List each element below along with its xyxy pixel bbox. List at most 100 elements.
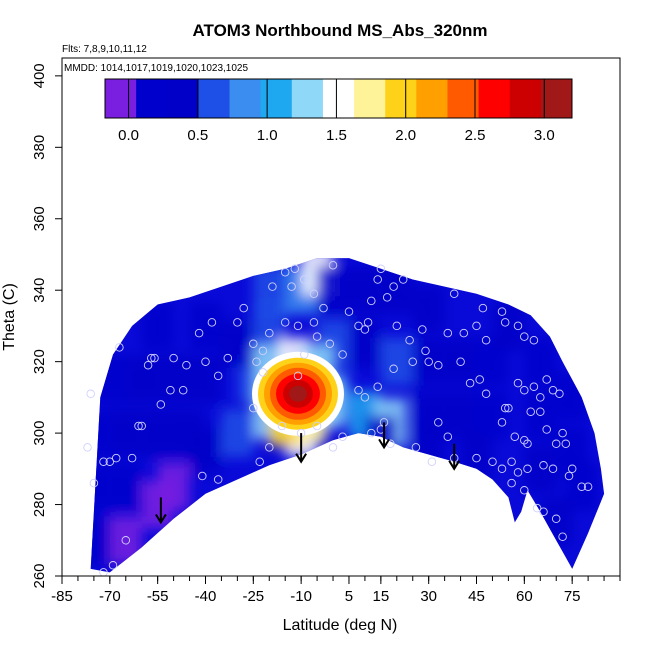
observation-point xyxy=(105,457,115,466)
observation-point xyxy=(255,457,264,466)
observation-point xyxy=(536,393,545,402)
observation-point xyxy=(363,318,373,327)
observation-point xyxy=(108,561,118,570)
observation-point xyxy=(280,268,290,277)
observation-point xyxy=(408,357,417,366)
observation-point xyxy=(434,360,443,370)
observation-point xyxy=(344,307,354,316)
heatmap-cell xyxy=(524,444,557,493)
observation-point xyxy=(449,289,459,299)
y-tick-label: 400 xyxy=(31,63,48,88)
observation-point xyxy=(513,321,523,331)
heatmap-cell xyxy=(125,355,158,404)
colorbar-swatch xyxy=(105,79,137,118)
observation-point xyxy=(127,453,137,463)
hotspot-layer xyxy=(252,351,344,436)
observation-point xyxy=(293,371,303,381)
observation-point xyxy=(277,421,287,431)
observation-point xyxy=(213,371,223,381)
observation-point xyxy=(233,318,242,327)
x-tick-label: 5 xyxy=(345,588,353,605)
heatmap-cell xyxy=(380,337,413,386)
observation-point xyxy=(577,482,586,491)
observation-point xyxy=(99,457,108,466)
observation-point xyxy=(456,357,465,366)
flights-annotation: Flts: 7,8,9,10,11,12 xyxy=(62,44,147,55)
observation-point xyxy=(536,407,545,416)
observation-point xyxy=(354,385,363,395)
heatmap-cell xyxy=(460,434,493,483)
observation-point xyxy=(360,393,370,402)
observation-point xyxy=(555,389,564,399)
y-axis-label: Theta (C) xyxy=(1,283,18,351)
observation-point xyxy=(111,453,121,463)
heatmap-cell xyxy=(109,409,142,458)
colorbar: 0.0 0.5 1.0 1.5 2.0 2.5 3.0 xyxy=(104,78,573,144)
observation-point xyxy=(328,260,338,270)
heatmap-cell xyxy=(444,337,477,386)
observation-point xyxy=(300,275,309,284)
observation-point xyxy=(143,360,153,370)
observation-point xyxy=(382,293,392,302)
observation-point xyxy=(137,421,146,431)
observation-point xyxy=(405,335,414,345)
x-axis-label: Latitude (deg N) xyxy=(283,617,398,634)
observation-point xyxy=(198,471,207,481)
observation-point xyxy=(488,457,497,466)
observation-point xyxy=(510,432,520,441)
y-axis: 260 280 300 320 340 360 380 400 xyxy=(31,63,62,589)
observation-point xyxy=(134,421,143,431)
x-tick-label: -85 xyxy=(51,588,73,605)
observation-point xyxy=(268,282,277,291)
heatmap-cell xyxy=(317,266,349,315)
colorbar-swatch xyxy=(229,79,262,118)
observation-point xyxy=(548,464,558,474)
observation-point xyxy=(513,468,523,477)
observation-point xyxy=(542,375,551,384)
colorbar-swatch xyxy=(291,79,324,118)
y-tick-label: 320 xyxy=(31,349,48,374)
y-tick-label: 260 xyxy=(31,563,48,588)
observation-point xyxy=(300,350,309,359)
colorbar-swatch xyxy=(478,79,511,118)
observation-point xyxy=(367,296,376,306)
y-tick-label: 340 xyxy=(31,278,48,303)
heatmap-cell xyxy=(93,355,126,404)
observation-point xyxy=(567,464,577,474)
heatmap-cell xyxy=(221,319,254,368)
heatmap-cell xyxy=(157,355,190,404)
observation-point xyxy=(548,385,558,395)
heatmap-cell xyxy=(348,319,381,368)
arrow-marker xyxy=(154,497,167,525)
observation-point xyxy=(475,375,484,384)
colorbar-swatch xyxy=(198,79,231,118)
observation-point xyxy=(115,343,124,352)
y-tick-label: 300 xyxy=(31,421,48,446)
colorbar-swatch xyxy=(447,79,480,118)
observation-point xyxy=(309,289,319,299)
observation-point xyxy=(520,332,529,341)
colorbar-swatch xyxy=(136,79,168,118)
hotspot-ring xyxy=(289,385,307,402)
observation-point xyxy=(309,318,319,327)
observation-point xyxy=(523,464,532,474)
x-tick-label: -25 xyxy=(242,588,264,605)
observation-point xyxy=(411,443,421,452)
heatmap-cell xyxy=(412,284,445,333)
observation-point xyxy=(389,364,398,374)
observation-point xyxy=(338,432,347,441)
colorbar-swatch xyxy=(322,79,355,118)
observation-point xyxy=(472,453,481,463)
observation-point xyxy=(223,353,233,363)
observation-point xyxy=(481,389,491,399)
heatmap-cell xyxy=(157,462,190,511)
heatmap-cell xyxy=(221,409,254,458)
observation-point xyxy=(529,382,539,391)
observation-point xyxy=(497,418,507,427)
observation-point xyxy=(520,385,529,395)
observation-point xyxy=(194,328,204,338)
observation-point xyxy=(252,357,261,366)
colorbar-tick-label: 3.0 xyxy=(534,127,555,144)
observation-point xyxy=(418,325,427,334)
heatmap-cell xyxy=(90,409,110,458)
